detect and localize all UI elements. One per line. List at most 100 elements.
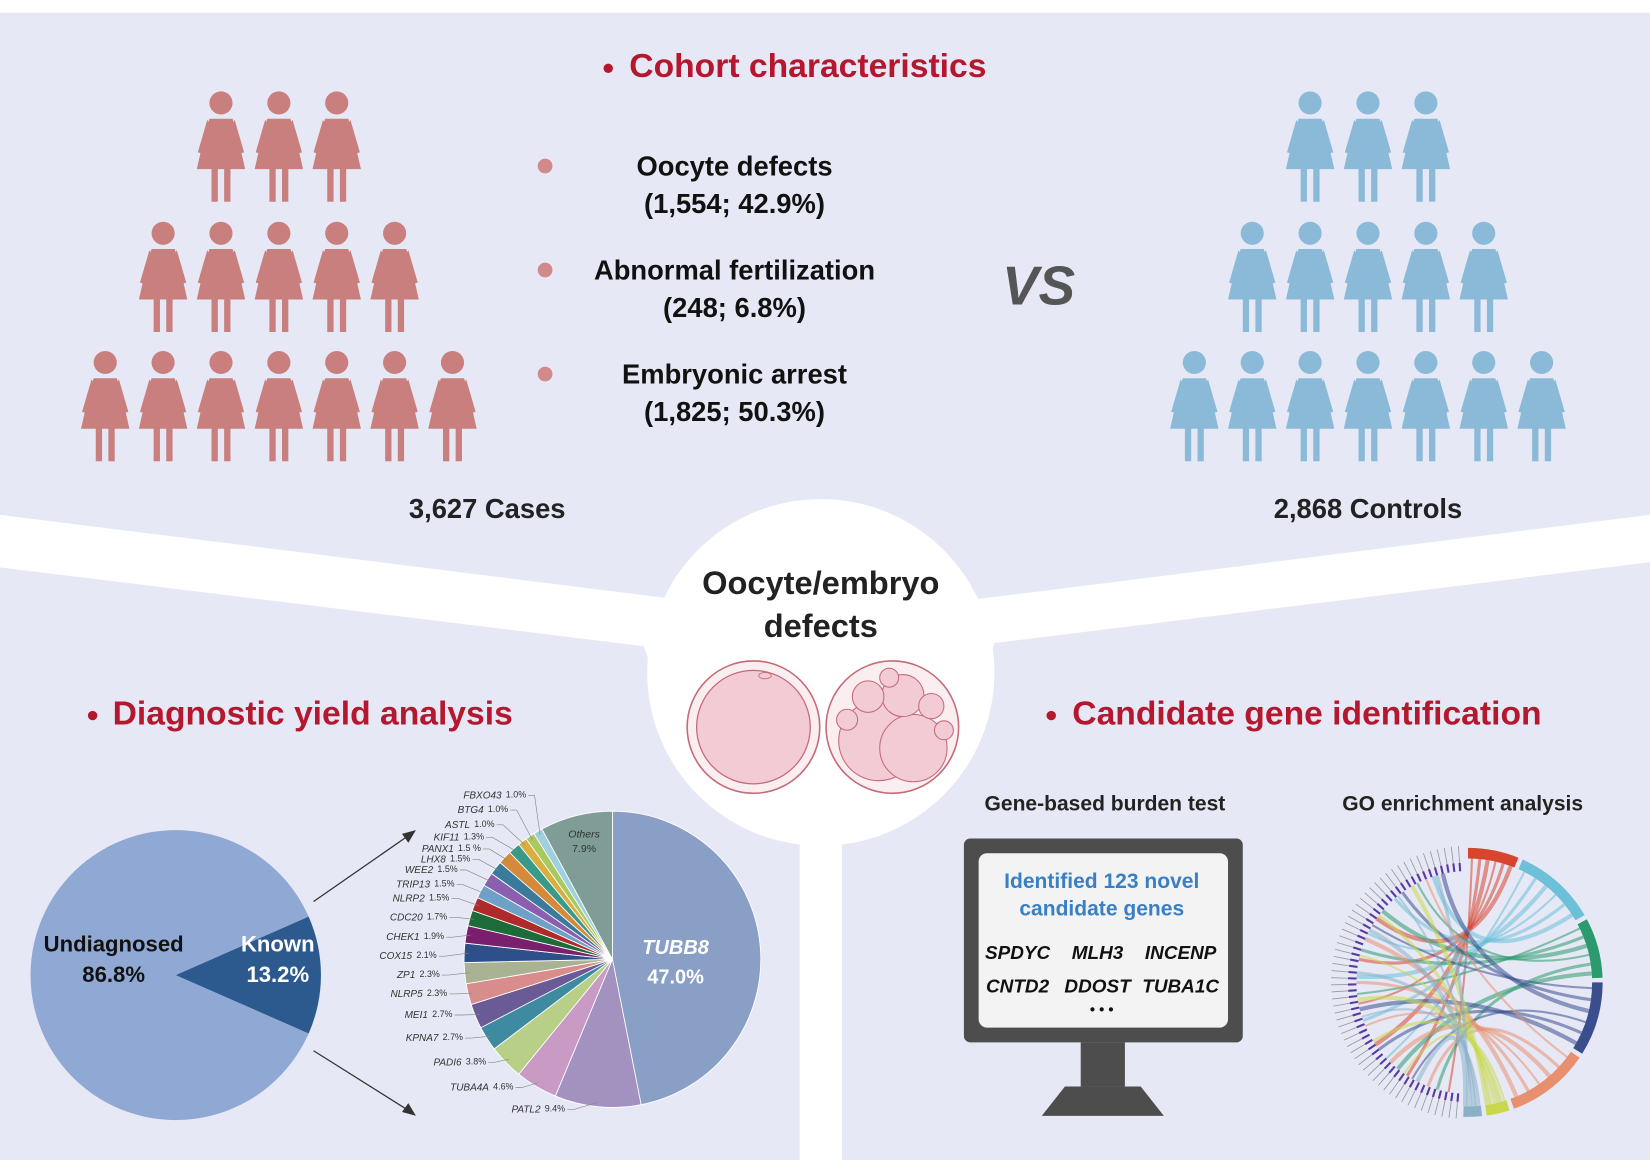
chord-label-stub [1358,1054,1373,1065]
chord-tick [1450,1092,1454,1102]
candidate-title: Candidate gene identification [1072,695,1541,732]
chord-label-stub [1351,909,1367,920]
gene: SPDYC [985,943,1051,964]
chord-label-stub [1359,898,1374,910]
chord-tick [1393,1069,1401,1078]
head [209,350,233,375]
body [138,249,188,300]
chord-ribbon [1377,1009,1583,1051]
chord-label-stub [1391,868,1402,884]
chord-ribbon [1368,928,1476,1107]
chord-tick [1414,1082,1421,1091]
gene: MLH3 [1072,943,1124,964]
chord-label-stub [1341,928,1358,937]
chord-tick [1371,1048,1380,1056]
slice-label: COX15 [379,951,412,962]
arms [1402,250,1450,284]
chord-ribbon [1396,895,1472,1107]
slice-label: WEE2 [405,865,434,876]
arms [1229,379,1276,413]
chord-label-stub [1331,990,1349,993]
chord-tick [1375,1053,1384,1061]
head [1530,350,1554,375]
head [267,350,291,375]
chord-tick [1403,1076,1410,1085]
chord-label-stub [1420,1094,1428,1111]
head [1298,91,1322,115]
top-panel [0,12,1650,599]
chord-label-stub [1383,1076,1395,1091]
slice-value: 2.3% [427,988,447,998]
leader-line [441,972,470,976]
person-icon [312,350,361,462]
chord-label-stub [1354,1049,1369,1060]
head [1298,350,1322,375]
body [1343,249,1393,300]
leg [1358,298,1365,333]
arms [1286,119,1334,154]
chord-tick [1362,923,1371,930]
arms [1344,119,1392,154]
leg [397,298,405,333]
body [196,378,246,429]
person-icon [1228,350,1277,462]
leg [1197,427,1204,462]
chord-label-stub [1337,942,1354,948]
head [1472,221,1496,245]
slice-label-group: PATL2 9.4% [511,1104,565,1115]
chord-tick [1398,1073,1405,1082]
arms [1229,250,1276,284]
leg [455,427,462,462]
leader-line [451,898,480,906]
leader-line [528,795,541,836]
leader-line [486,837,518,852]
chord-label-stub [1331,977,1349,979]
head [325,350,349,375]
person-icon [312,221,361,333]
person-icon [254,221,304,333]
person-icon [81,350,130,462]
pie-slice [30,830,309,1121]
arms [1171,379,1218,413]
chord-tick [1408,1079,1415,1088]
slice-value: 3.8% [466,1057,486,1067]
chord-label-stub [1414,1092,1422,1109]
chord-ribbon [1435,962,1591,1090]
chord-label-stub [1332,996,1349,1000]
chord-tick [1367,1043,1377,1051]
head [1240,350,1264,375]
chord-tick [1444,1091,1448,1101]
leg [282,427,289,462]
slice-value: 1.9% [424,932,444,942]
head [267,91,291,115]
chord-tick [1385,894,1393,902]
chord-label-stub [1434,1098,1440,1116]
chord-label-stub [1364,892,1378,905]
cohort-title: Cohort characteristics [629,48,986,85]
slice-value: 1.5% [450,854,470,864]
slice-value: 1.5% [434,879,454,889]
person-icon [196,350,246,462]
leader-line [456,884,485,894]
slice-value: 2.7% [443,1032,463,1042]
slice-label-group: MEI1 2.7% [405,1009,453,1020]
slice-label: CHEK1 [386,932,419,943]
chord-ribbon [1401,891,1592,1002]
chord-label-stub [1339,935,1356,942]
body [254,118,304,170]
chord-label-stub [1457,846,1461,863]
chord-label-stub [1336,1015,1353,1021]
person-icon [1517,350,1566,462]
leg [1255,427,1262,462]
slice-label: LHX8 [421,854,446,865]
chord-ribbon [1377,914,1493,1105]
body [1170,378,1219,429]
chord-tick [1433,866,1439,876]
chord-tick [1422,870,1428,880]
arms [197,119,245,154]
leader-line [438,952,469,957]
head [1356,350,1380,375]
chord-label-stub [1346,1038,1363,1047]
diagnostic-title: Diagnostic yield analysis [113,695,513,732]
bullet [603,63,613,74]
